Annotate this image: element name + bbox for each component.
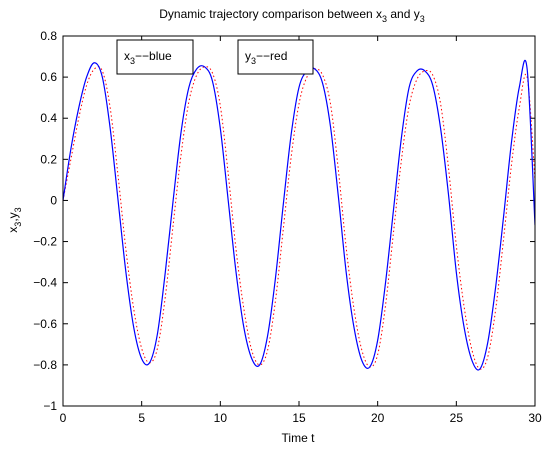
chart-title: Dynamic trajectory comparison between x3… [159, 7, 425, 24]
y-tick-label: −0.6 [33, 317, 57, 331]
y-axis-label-y: y [6, 212, 20, 218]
x-tick-label: 15 [292, 411, 306, 425]
y-axis-label: x3,y3 [6, 207, 23, 232]
chart-title-subscript-2: 3 [420, 14, 425, 24]
y-axis-label-y-sub: 3 [13, 207, 23, 212]
y-tick-label: −1 [43, 399, 57, 413]
y-tick-label: 0.2 [40, 152, 57, 166]
legend-label-x3: x3−−blue [124, 49, 172, 66]
x-tick-label: 10 [214, 411, 228, 425]
ticks-layer: 0 5 10 15 20 25 30 −1 −0.8 −0.6 −0.4 −0.2 0 0.2 0.4 0.6… [33, 29, 542, 425]
y-axis-label-x-sub: 3 [13, 222, 23, 227]
legend-label-y3: y3−−red [245, 49, 287, 66]
x-tick-label: 5 [138, 411, 145, 425]
y-tick-label: −0.4 [33, 276, 57, 290]
chart-title-middle: and y [387, 7, 420, 21]
legend-rect-x3 [116, 39, 194, 75]
legend-var-x3: x [124, 49, 130, 63]
legend-sub-x3: 3 [130, 56, 135, 66]
x-tick-label: 0 [60, 411, 67, 425]
x-tick-label: 25 [450, 411, 464, 425]
y-tick-label: −0.8 [33, 358, 57, 372]
chart-title-prefix: Dynamic trajectory comparison between x [159, 7, 382, 21]
y-tick-label: −0.2 [33, 235, 57, 249]
y-tick-label: 0.6 [40, 70, 57, 84]
legend-desc-x3: −−blue [135, 49, 172, 63]
y-tick-label: 0.8 [40, 29, 57, 43]
legend-var-y3: y [245, 49, 251, 63]
legend-sub-y3: 3 [251, 56, 256, 66]
x-axis-label: Time t [282, 431, 316, 445]
plot-frame [62, 35, 536, 407]
y-tick-label: 0 [50, 193, 57, 207]
y-tick-label: 0.4 [40, 111, 57, 125]
x-tick-label: 30 [528, 411, 542, 425]
series-layer [63, 59, 535, 371]
series-line-x3-blue-solid [63, 59, 535, 371]
legend-desc-y3: −−red [256, 49, 287, 63]
series-line-y3-red-dotted [63, 66, 535, 370]
legend-box-y3: y3−−red [237, 39, 314, 75]
chart-title-subscript-1: 3 [382, 14, 387, 24]
legend-box-x3: x3−−blue [116, 39, 194, 75]
legend-rect-y3 [237, 39, 314, 75]
x-tick-label: 20 [371, 411, 385, 425]
y-axis-label-x: x [6, 227, 20, 233]
y-axis-label-comma: , [6, 218, 20, 221]
